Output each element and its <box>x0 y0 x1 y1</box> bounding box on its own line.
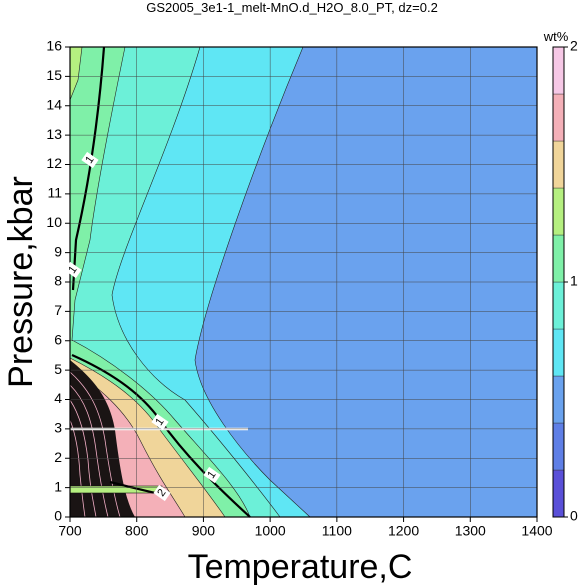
colorbar-band <box>552 234 565 283</box>
colorbar-tick-label: 2 <box>570 38 578 54</box>
contour-label: 2 <box>155 487 168 499</box>
y-tick-label: 0 <box>54 508 62 524</box>
x-tick-label: 900 <box>192 523 216 539</box>
contour-label-bg <box>151 413 169 431</box>
colorbar-band <box>552 140 565 189</box>
y-tick-label: 10 <box>46 214 62 230</box>
colorbar-band <box>552 328 565 377</box>
contour-label: 1 <box>66 264 79 276</box>
contour-label: 1 <box>153 416 166 428</box>
y-tick-label: 9 <box>54 243 62 259</box>
y-tick-label: 8 <box>54 273 62 289</box>
x-tick-label: 800 <box>125 523 149 539</box>
contour-label: 1 <box>205 469 218 481</box>
x-tick-label: 1000 <box>255 523 286 539</box>
x-tick-label: 700 <box>58 523 82 539</box>
contour-label-bg <box>153 484 171 502</box>
contour-label-bg <box>81 151 99 169</box>
colorbar-tick-label: 0 <box>570 508 578 524</box>
y-tick-label: 4 <box>54 390 62 406</box>
y-tick-label: 5 <box>54 361 62 377</box>
x-tick-label: 1400 <box>521 523 552 539</box>
colorbar-band <box>552 422 565 471</box>
x-tick-label: 1300 <box>455 523 486 539</box>
colorbar-band <box>552 375 565 424</box>
x-axis-label: Temperature,C <box>188 548 413 586</box>
grid <box>69 46 538 518</box>
y-tick-label: 16 <box>46 38 62 54</box>
colorbar-band <box>552 46 565 95</box>
colorbar: 0 1 2 <box>552 38 578 524</box>
colorbar-band <box>552 281 565 330</box>
x-tick-label: 1100 <box>322 523 352 539</box>
y-axis-label: Pressure,kbar <box>2 176 40 388</box>
colorbar-tick-label: 1 <box>570 273 578 289</box>
y-tick-label: 11 <box>47 185 62 201</box>
contour-label-bg <box>203 466 221 484</box>
y-tick-label: 12 <box>46 155 62 171</box>
contour-label-bg <box>64 261 82 279</box>
y-tick-label: 3 <box>54 420 62 436</box>
y-tick-label: 6 <box>54 331 62 347</box>
colorbar-label: wt% <box>543 29 569 44</box>
y-tick-label: 2 <box>54 449 62 465</box>
y-tick-label: 14 <box>46 96 62 112</box>
contour-label: 1 <box>83 154 96 166</box>
colorbar-band <box>552 187 565 236</box>
y-tick-label: 1 <box>54 478 62 494</box>
colorbar-band <box>552 469 565 518</box>
chart-title: GS2005_3e1-1_melt-MnO.d_H2O_8.0_PT, dz=0… <box>146 0 438 15</box>
y-tick-label: 7 <box>54 302 62 318</box>
y-tick-label: 13 <box>46 126 62 142</box>
x-tick-label: 1200 <box>388 523 419 539</box>
colorbar-band <box>552 93 565 142</box>
y-tick-label: 15 <box>46 67 62 83</box>
